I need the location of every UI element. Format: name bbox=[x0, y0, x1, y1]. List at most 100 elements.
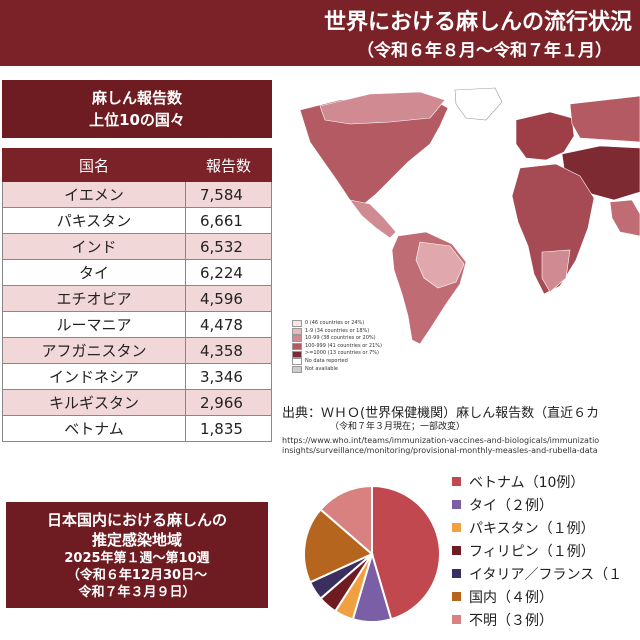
map-legend-item: 10-99 (38 countries or 20%) bbox=[292, 335, 382, 343]
ranking-row: インドネシア 3,346 bbox=[2, 363, 272, 390]
page-subtitle: （令和６年８月～令和７年１月） bbox=[357, 41, 612, 61]
map-legend-label: 100-999 (41 countries or 21%) bbox=[305, 342, 382, 349]
pie-slice bbox=[319, 486, 373, 557]
ranking-row: アフガニスタン 4,358 bbox=[2, 337, 272, 364]
source-citation: 出典：ＷＨＯ(世界保健機関）麻しん報告数（直近６カ bbox=[282, 406, 600, 421]
map-legend-swatch bbox=[292, 358, 302, 366]
map-greenland bbox=[454, 87, 503, 121]
ranking-row: パキスタン 6,661 bbox=[2, 207, 272, 234]
map-legend: 0 (46 countries or 24%) 1-9 (34 countries… bbox=[292, 320, 382, 373]
ranking-row: エチオピア 4,596 bbox=[2, 285, 272, 312]
pie-legend-label: フィリピン（１例） bbox=[469, 543, 595, 560]
pie-legend-item: イタリア／フランス（１ bbox=[452, 562, 622, 585]
map-africa-south bbox=[541, 249, 571, 293]
japan-infection-pie-chart bbox=[303, 486, 441, 623]
ranking-count-cell: 4,596 bbox=[185, 285, 272, 312]
japan-box-line3: 2025年第１週～第10週 bbox=[64, 551, 210, 566]
map-legend-item: 100-999 (41 countries or 21%) bbox=[292, 343, 382, 351]
map-legend-label: Not available bbox=[305, 365, 338, 372]
pie-legend-item: 国内（４例） bbox=[452, 585, 622, 608]
map-legend-swatch bbox=[292, 320, 302, 328]
pie-legend: ベトナム（10例） タイ（２例） パキスタン（１例） フィリピン（１例） イタリア／フラ… bbox=[452, 470, 622, 631]
japan-box-line1: 日本国内における麻しんの bbox=[46, 511, 227, 529]
ranking-row: キルギスタン 2,966 bbox=[2, 389, 272, 416]
map-legend-label: 1-9 (34 countries or 18%) bbox=[305, 327, 370, 334]
map-brazil bbox=[415, 241, 465, 289]
map-legend-label: >=1000 (13 countries or 7%) bbox=[305, 350, 380, 357]
pie-legend-swatch bbox=[452, 546, 461, 555]
ranking-row: タイ 6,224 bbox=[2, 259, 272, 286]
ranking-row: インド 6,532 bbox=[2, 233, 272, 260]
map-legend-label: No data reported bbox=[305, 357, 348, 364]
pie-legend-label: 不明（３例） bbox=[469, 612, 553, 629]
ranking-row: ベトナム 1,835 bbox=[2, 415, 272, 442]
japan-box-line5: 令和７年３月９日） bbox=[78, 585, 196, 600]
ranking-count-cell: 4,358 bbox=[185, 337, 272, 364]
ranking-country-cell: ルーマニア bbox=[2, 311, 186, 338]
map-legend-label: 0 (46 countries or 24%) bbox=[305, 320, 365, 326]
map-legend-label: 10-99 (38 countries or 20%) bbox=[305, 335, 376, 342]
pie-legend-swatch bbox=[452, 523, 461, 532]
map-legend-swatch bbox=[292, 343, 302, 351]
ranking-country-cell: パキスタン bbox=[2, 207, 186, 234]
ranking-country-cell: インドネシア bbox=[2, 363, 186, 390]
map-mexico-central bbox=[349, 199, 397, 239]
pie-slice bbox=[303, 508, 374, 584]
map-europe bbox=[515, 111, 575, 161]
column-header-country: 国名 bbox=[2, 148, 186, 182]
source-url-line1: https://www.who.int/teams/immunization-v… bbox=[282, 436, 600, 445]
japan-box-line2: 推定感染地域 bbox=[91, 531, 182, 549]
ranking-country-cell: アフガニスタン bbox=[2, 337, 186, 364]
source-note: （令和７年３月現在；一部改変） bbox=[330, 422, 466, 432]
japan-infection-box: 日本国内における麻しんの 推定感染地域 2025年第１週～第10週 （令和６年1… bbox=[6, 502, 268, 608]
world-measles-map bbox=[299, 87, 640, 345]
ranking-country-cell: キルギスタン bbox=[2, 389, 186, 416]
ranking-country-cell: タイ bbox=[2, 259, 186, 286]
map-legend-item: Not available bbox=[292, 366, 382, 374]
source-url-line2: insights/surveillance/monitoring/provisi… bbox=[282, 446, 598, 455]
ranking-count-cell: 7,584 bbox=[185, 181, 272, 208]
pie-legend-item: フィリピン（１例） bbox=[452, 539, 622, 562]
ranking-count-cell: 6,532 bbox=[185, 233, 272, 260]
ranking-country-cell: イエメン bbox=[2, 181, 186, 208]
map-legend-swatch bbox=[292, 365, 302, 373]
ranking-count-cell: 3,346 bbox=[185, 363, 272, 390]
map-legend-swatch bbox=[292, 350, 302, 358]
ranking-country-cell: インド bbox=[2, 233, 186, 260]
pie-legend-item: 不明（３例） bbox=[452, 608, 622, 631]
pie-legend-swatch bbox=[452, 477, 461, 486]
ranking-count-cell: 6,224 bbox=[185, 259, 272, 286]
map-africa bbox=[511, 163, 595, 295]
ranking-title-line1: 麻しん報告数 bbox=[91, 89, 182, 107]
pie-legend-swatch bbox=[452, 500, 461, 509]
map-russia bbox=[569, 95, 640, 143]
pie-legend-label: 国内（４例） bbox=[469, 589, 553, 606]
pie-legend-item: タイ（２例） bbox=[452, 493, 622, 516]
pie-legend-label: タイ（２例） bbox=[469, 497, 553, 514]
source-url: https://www.who.int/teams/immunization-v… bbox=[282, 436, 599, 456]
pie-legend-label: ベトナム（10例） bbox=[469, 474, 585, 491]
pie-legend-swatch bbox=[452, 615, 461, 624]
pie-legend-item: パキスタン（１例） bbox=[452, 516, 622, 539]
ranking-country-cell: ベトナム bbox=[2, 415, 186, 442]
pie-slice bbox=[371, 486, 441, 621]
column-header-count: 報告数 bbox=[185, 148, 272, 182]
map-legend-item: 0 (46 countries or 24%) bbox=[292, 320, 382, 328]
ranking-title-line2: 上位10の国々 bbox=[89, 111, 185, 129]
ranking-title-box: 麻しん報告数 上位10の国々 bbox=[2, 80, 272, 138]
ranking-count-cell: 6,661 bbox=[185, 207, 272, 234]
ranking-count-cell: 1,835 bbox=[185, 415, 272, 442]
map-southeast-asia bbox=[609, 199, 640, 237]
map-legend-item: No data reported bbox=[292, 358, 382, 366]
japan-box-line4: （令和６年12月30日～ bbox=[66, 568, 208, 583]
ranking-country-cell: エチオピア bbox=[2, 285, 186, 312]
header-banner: 世界における麻しんの流行状況 （令和６年８月～令和７年１月） bbox=[0, 0, 640, 66]
pie-legend-label: イタリア／フランス（１ bbox=[469, 566, 623, 583]
ranking-header-row: 国名 報告数 bbox=[2, 148, 272, 182]
pie-legend-swatch bbox=[452, 592, 461, 601]
ranking-row: ルーマニア 4,478 bbox=[2, 311, 272, 338]
ranking-count-cell: 2,966 bbox=[185, 389, 272, 416]
map-canada-north bbox=[319, 91, 446, 125]
page-title: 世界における麻しんの流行状況 bbox=[323, 10, 632, 35]
ranking-row: イエメン 7,584 bbox=[2, 181, 272, 208]
